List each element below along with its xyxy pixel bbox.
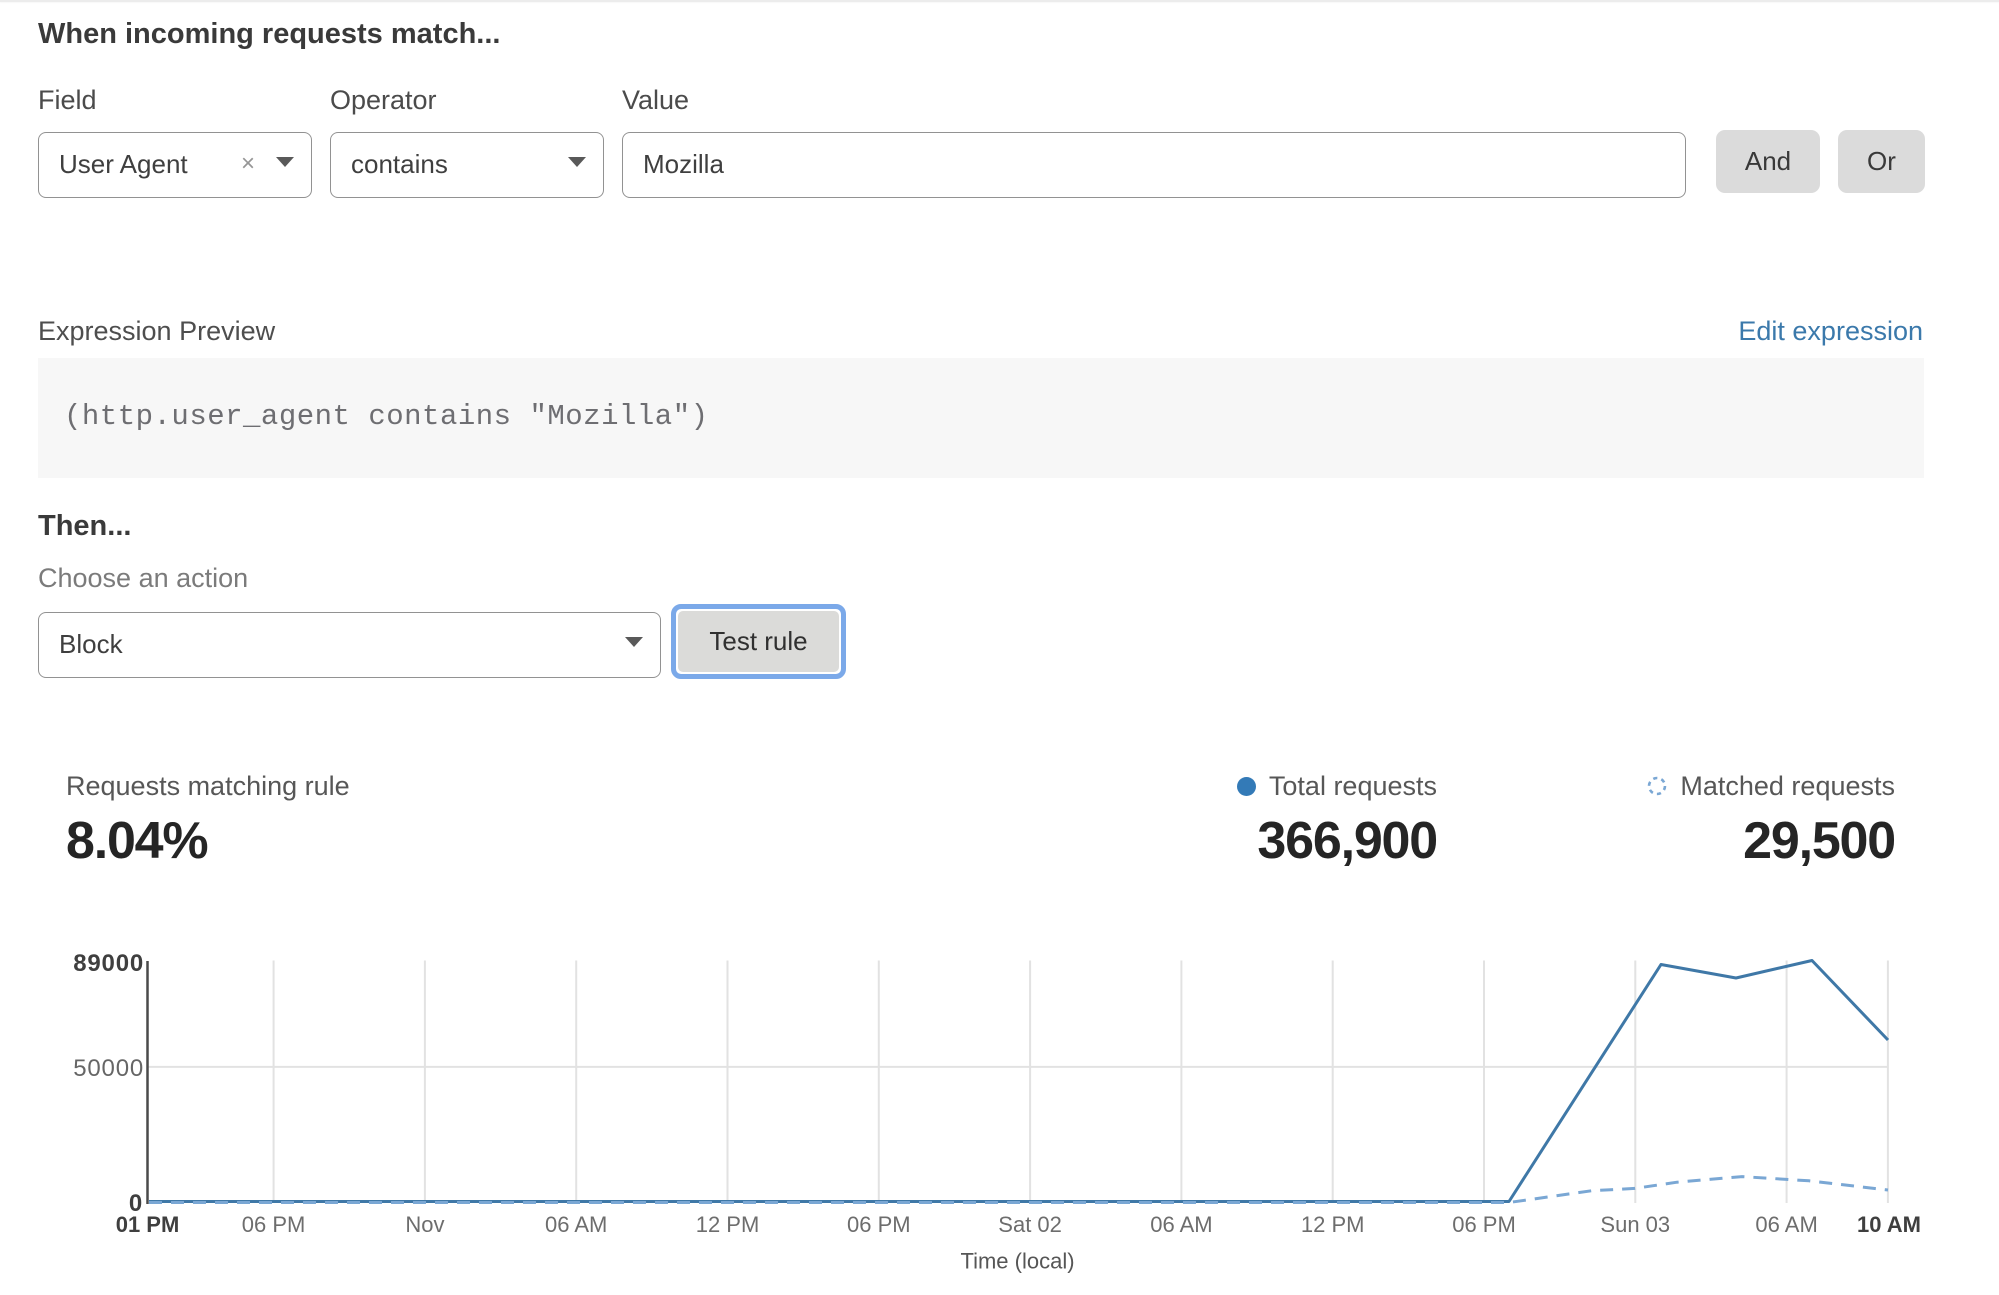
svg-text:0: 0 bbox=[129, 1190, 143, 1217]
svg-text:Time (local): Time (local) bbox=[960, 1249, 1074, 1274]
svg-text:Nov: Nov bbox=[405, 1212, 444, 1237]
svg-text:12 PM: 12 PM bbox=[1301, 1212, 1365, 1237]
svg-text:01 PM: 01 PM bbox=[116, 1212, 180, 1237]
svg-text:06 AM: 06 AM bbox=[1755, 1212, 1817, 1237]
svg-text:Sun 03: Sun 03 bbox=[1600, 1212, 1670, 1237]
svg-text:Sat 02: Sat 02 bbox=[998, 1212, 1062, 1237]
svg-text:06 PM: 06 PM bbox=[847, 1212, 911, 1237]
svg-text:06 AM: 06 AM bbox=[545, 1212, 607, 1237]
svg-text:06 PM: 06 PM bbox=[242, 1212, 306, 1237]
svg-text:89000: 89000 bbox=[73, 950, 144, 977]
svg-text:10 AM: 10 AM bbox=[1857, 1212, 1921, 1237]
svg-text:06 PM: 06 PM bbox=[1452, 1212, 1516, 1237]
svg-text:12 PM: 12 PM bbox=[696, 1212, 760, 1237]
svg-text:06 AM: 06 AM bbox=[1150, 1212, 1212, 1237]
svg-text:50000: 50000 bbox=[73, 1055, 144, 1082]
